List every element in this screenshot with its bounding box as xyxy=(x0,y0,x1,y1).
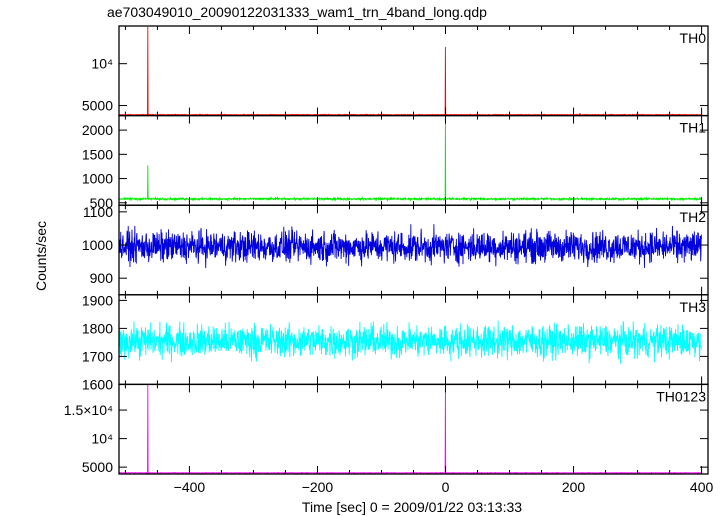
series-line-th3 xyxy=(118,320,702,364)
x-tick-label: 400 xyxy=(690,479,714,495)
panel-label-th0123: TH0123 xyxy=(656,388,706,404)
series-line-th0123 xyxy=(118,384,702,475)
y-tick-label: 2000 xyxy=(82,122,113,138)
panel-label-th0: TH0 xyxy=(680,30,707,46)
y-tick-label: 1000 xyxy=(82,237,113,253)
x-tick-label: −400 xyxy=(174,479,206,495)
panel-label-th3: TH3 xyxy=(680,299,707,315)
y-tick-label: 10⁴ xyxy=(91,56,113,72)
y-tick-label: 1600 xyxy=(82,376,113,392)
y-tick-label: 10⁴ xyxy=(91,431,113,447)
x-tick-label: −200 xyxy=(302,479,334,495)
y-tick-label: 900 xyxy=(90,270,114,286)
y-tick-label: 5000 xyxy=(82,98,113,114)
y-tick-label: 1.5×10⁴ xyxy=(64,402,113,418)
y-tick-label: 1700 xyxy=(82,348,113,364)
x-tick-label: 200 xyxy=(562,479,586,495)
x-axis-label: Time [sec] 0 = 2009/01/22 03:13:33 xyxy=(302,499,522,515)
panel-frame-th0 xyxy=(118,25,709,117)
y-tick-label: 1800 xyxy=(82,320,113,336)
y-tick-label: 1000 xyxy=(82,171,113,187)
y-tick-label: 500 xyxy=(90,195,114,211)
y-tick-label: 1500 xyxy=(82,146,113,162)
series-line-th0 xyxy=(118,26,702,117)
panel-label-th1: TH1 xyxy=(680,120,707,136)
panel-label-th2: TH2 xyxy=(680,209,707,225)
y-tick-label: 5000 xyxy=(82,459,113,475)
panel-frame-th0123 xyxy=(118,383,709,475)
y-axis-label: Counts/sec xyxy=(33,221,49,291)
series-line-th2 xyxy=(118,224,702,269)
y-tick-label: 1900 xyxy=(82,292,113,308)
chart-title: ae703049010_20090122031333_wam1_trn_4ban… xyxy=(107,4,487,20)
y-tick-label: 1100 xyxy=(83,204,113,220)
panel-frame-th1 xyxy=(118,114,709,206)
x-tick-label: 0 xyxy=(442,479,450,495)
series-line-th1 xyxy=(118,115,702,202)
